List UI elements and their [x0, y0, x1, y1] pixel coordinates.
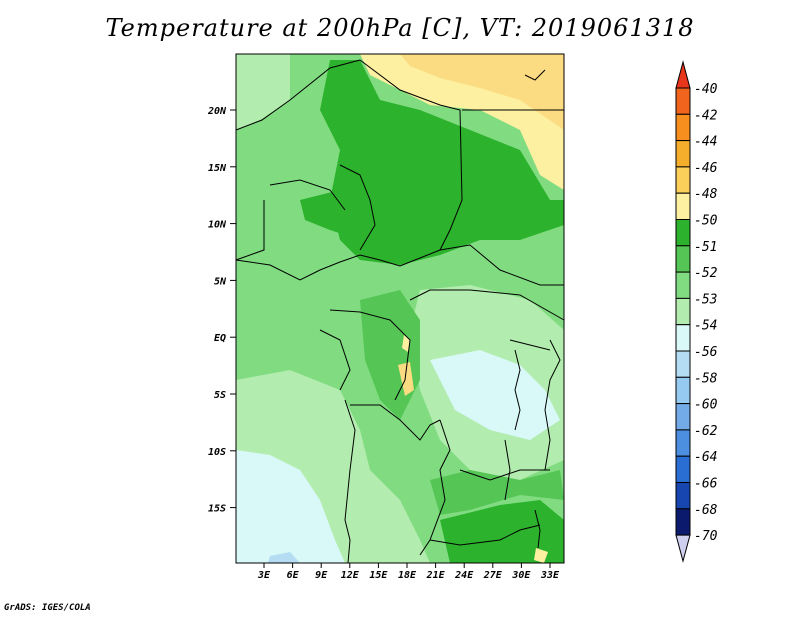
colorbar-label: -40 [694, 82, 718, 97]
field-light-nw [236, 54, 290, 130]
lon-tick-label: 33E [540, 570, 560, 581]
lat-tick-label: 15N [208, 163, 227, 174]
colorbar-label: -53 [694, 292, 717, 307]
colorbar-label: -52 [694, 266, 718, 281]
colorbar-top-arrow [675, 60, 691, 89]
field-warm-spot-3 [534, 548, 548, 563]
colorbar-label: -68 [694, 503, 718, 518]
colorbar-label: -50 [694, 214, 718, 229]
lat-tick-label: 10S [208, 447, 226, 458]
lon-tick-label: 3E [257, 570, 271, 581]
field-dark-band-2 [300, 190, 370, 240]
field-cyan-sw [236, 450, 345, 563]
colorbar-bottom-arrow [675, 534, 691, 564]
lon-tick-label: 24E [454, 570, 474, 581]
colorbar-swatch [675, 245, 691, 273]
colorbar-swatch [675, 297, 691, 326]
field-warm-spot-2 [402, 335, 410, 352]
lat-tick-label: EQ [214, 333, 226, 344]
colorbar-swatch [675, 166, 691, 194]
field-blue-patch [268, 552, 300, 563]
lon-tick-label: 18E [398, 570, 417, 581]
colorbar-swatch [675, 192, 691, 220]
field-warm-core [400, 54, 564, 130]
colorbar-label: -51 [694, 240, 717, 255]
lat-tick-label: 10N [208, 220, 227, 231]
colorbar-swatch [675, 455, 691, 484]
colorbar-swatch [675, 376, 691, 405]
field-cyan-center [430, 350, 560, 440]
colorbar-label: -70 [694, 529, 718, 544]
colorbar-swatch [675, 219, 691, 247]
colorbar-swatch [675, 429, 691, 457]
colorbar-label: -42 [694, 108, 718, 123]
colorbar-label: -46 [694, 161, 718, 176]
chart-title: Temperature at 200hPa [C], VT: 201906131… [105, 14, 695, 42]
colorbar-swatch [675, 113, 691, 142]
colorbar-label: -64 [694, 450, 717, 465]
longitude-axis: 3E 6E 9E 12E 15E 18E 21E 24E 27E 30E 33E [257, 563, 560, 581]
colorbar-swatch [675, 403, 691, 431]
lat-tick-label: 15S [208, 504, 226, 515]
lat-tick-label: 5S [214, 390, 226, 401]
colorbar-swatch [675, 87, 691, 115]
field-dark-south [440, 500, 564, 563]
lake-outlines [504, 69, 546, 549]
lon-tick-label: 12E [341, 570, 360, 581]
colorbar-label: -48 [694, 187, 718, 202]
lon-tick-label: 9E [315, 570, 328, 581]
colorbar-swatch [675, 324, 691, 352]
colorbar-label: -56 [694, 345, 718, 360]
colorbar-label: -44 [694, 135, 717, 150]
colorbar-label: -62 [694, 424, 718, 439]
colorbar-swatch [675, 508, 691, 536]
map-frame [235, 53, 565, 564]
colorbar-label: -54 [694, 319, 717, 334]
map-fill [236, 54, 564, 563]
field-warm-spot [398, 362, 414, 396]
lon-tick-label: 21E [426, 570, 446, 581]
field-mid-south [430, 470, 564, 515]
lat-tick-label: 5N [214, 276, 227, 287]
credit-text: GrADS: IGES/COLA [4, 603, 91, 613]
colorbar: -40 -42 -44 -46 -48 -50 -51 -52 -53 -54 -56 -58 -60 -… [675, 60, 718, 564]
colorbar-label: -60 [694, 398, 718, 413]
colorbar-label: -66 [694, 477, 718, 492]
lon-tick-label: 15E [369, 570, 388, 581]
colorbar-label: -58 [694, 371, 718, 386]
colorbar-swatch [675, 271, 691, 299]
country-borders [235, 59, 565, 564]
lon-tick-label: 27E [483, 570, 503, 581]
lon-tick-label: 6E [287, 570, 300, 581]
colorbar-swatch [675, 482, 691, 510]
latitude-axis: 20N 15N 10N 5N EQ 5S 10S 15S [207, 106, 236, 515]
lat-tick-label: 20N [207, 106, 227, 117]
colorbar-swatch [675, 350, 691, 378]
lon-tick-label: 30E [511, 570, 531, 581]
field-dark-band-1 [320, 60, 564, 265]
colorbar-swatch [675, 140, 691, 168]
